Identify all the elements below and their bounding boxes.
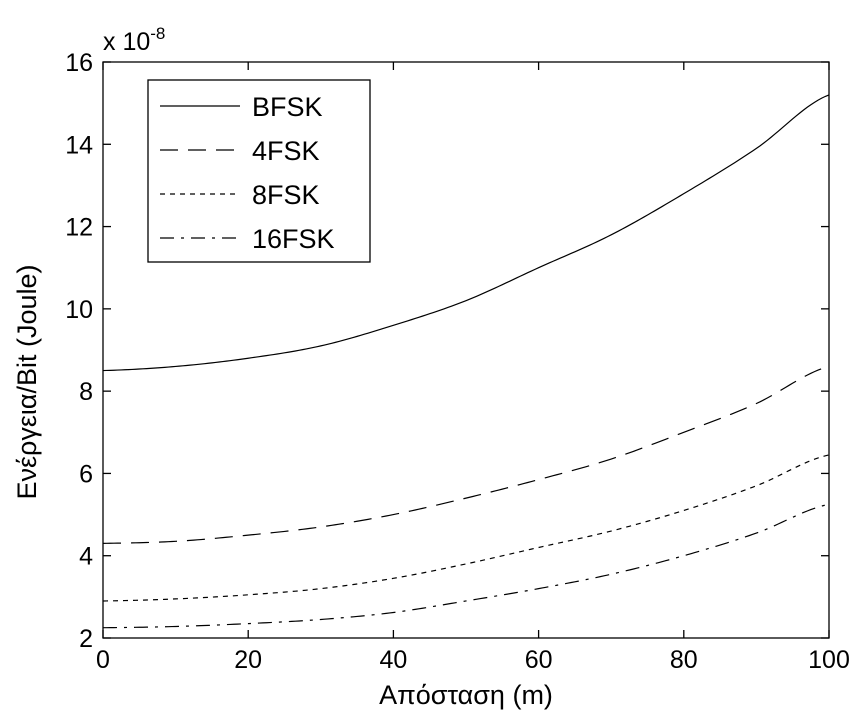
y-tick-label: 2	[79, 625, 93, 653]
plot-frame	[102, 61, 830, 639]
y-tick-label: 12	[65, 214, 93, 242]
y-tick-label: 16	[65, 49, 93, 77]
legend: BFSK 4FSK 8FSK 16FSK	[147, 79, 371, 263]
series-line-8fsk	[102, 454, 830, 602]
x-tick-label: 0	[96, 646, 110, 674]
series-line-bfsk	[102, 94, 830, 372]
legend-box	[147, 79, 371, 263]
y-tick-label: 4	[79, 543, 93, 571]
y-axis-ticks: 2 4 6 8 10 12 14 16	[65, 49, 829, 653]
y-axis-title: Ενέργεια/Bit (Joule)	[12, 264, 42, 499]
series-layer	[102, 94, 830, 629]
y-tick-label: 6	[79, 460, 93, 488]
series-line-16fsk	[102, 503, 830, 629]
y-tick-label: 8	[79, 378, 93, 406]
y-tick-label: 10	[65, 296, 93, 324]
y-exponent-label: x 10-8	[103, 24, 165, 56]
y-tick-label: 14	[65, 131, 93, 159]
legend-label-4fsk: 4FSK	[252, 136, 320, 166]
x-axis-title: Απόσταση (m)	[379, 680, 553, 710]
legend-label-16fsk: 16FSK	[252, 224, 335, 254]
legend-label-bfsk: BFSK	[252, 92, 323, 122]
x-tick-label: 60	[525, 646, 553, 674]
x-tick-label: 20	[234, 646, 262, 674]
x-tick-label: 40	[379, 646, 407, 674]
legend-label-8fsk: 8FSK	[252, 180, 320, 210]
series-line-4fsk	[102, 365, 830, 544]
x-tick-label: 80	[670, 646, 698, 674]
x-tick-label: 100	[808, 646, 850, 674]
y-exponent-prefix: x 10	[103, 28, 150, 56]
y-exponent-power: -8	[150, 24, 165, 43]
